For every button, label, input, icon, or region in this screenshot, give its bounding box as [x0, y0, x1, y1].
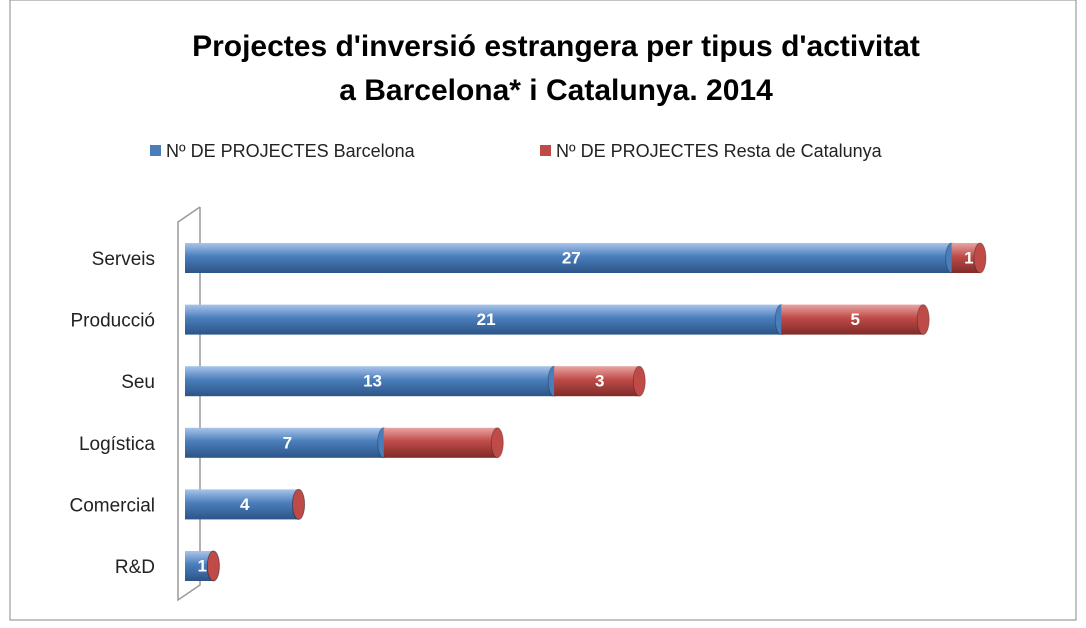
value-label: 3 [595, 372, 604, 391]
value-label: 4 [240, 495, 250, 514]
value-label: 21 [477, 310, 496, 329]
category-label: Comercial [69, 495, 155, 516]
axis-wall [177, 206, 201, 602]
value-label: 13 [363, 372, 382, 391]
legend-label: Nº DE PROJECTES Barcelona [166, 141, 416, 161]
bar-body [554, 366, 640, 397]
category-label: Producció [71, 311, 156, 332]
bar-body [781, 304, 924, 335]
value-label: 5 [850, 310, 859, 329]
bar-body [185, 489, 299, 520]
bar [292, 488, 306, 520]
bar-body [185, 304, 782, 335]
chart-title: a Barcelona* i Catalunya. 2014 [339, 74, 773, 107]
bar [383, 427, 504, 459]
bar [185, 242, 959, 274]
value-label: 1 [197, 556, 206, 575]
category-label: Serveis [92, 249, 155, 270]
bar-cap [292, 488, 306, 520]
bar-cap [206, 550, 220, 582]
bar-body [383, 427, 498, 458]
legend-swatch [540, 145, 551, 156]
value-label: 1 [964, 248, 973, 267]
legend-swatch [150, 145, 161, 156]
bar-cap [916, 304, 930, 336]
bar [781, 304, 930, 336]
bar-cap [490, 427, 504, 459]
bar [951, 242, 987, 274]
chart-title: Projectes d'inversió estrangera per tipu… [192, 30, 920, 63]
bar [206, 550, 220, 582]
value-label: 27 [562, 248, 581, 267]
category-label: Logística [79, 434, 155, 455]
bar-body [185, 366, 555, 397]
bar [554, 365, 646, 397]
bar-body [185, 427, 384, 458]
category-label: Seu [121, 372, 155, 393]
value-label: 7 [283, 433, 292, 452]
legend-label: Nº DE PROJECTES Resta de Catalunya [556, 141, 883, 161]
bar-cap [973, 242, 987, 274]
bar-body [185, 243, 952, 273]
category-label: R&D [115, 557, 155, 578]
bar-cap [632, 365, 646, 397]
